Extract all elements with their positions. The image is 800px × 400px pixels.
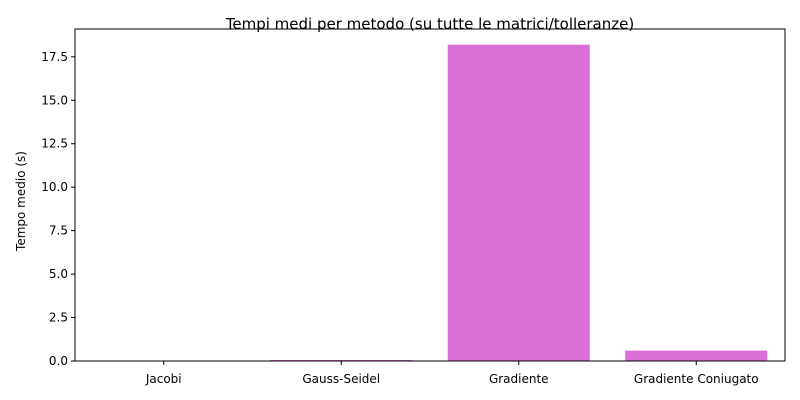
x-tick-label: Gauss-Seidel <box>302 372 380 386</box>
bar-gauss-seidel <box>270 359 413 361</box>
x-tick-label: Gradiente Coniugato <box>634 372 759 386</box>
plot-frame <box>74 28 786 362</box>
bars-group <box>92 44 768 362</box>
y-axis-label: Tempo medio (s) <box>14 151 28 252</box>
y-axis-ticks: 0.0 2.5 5.0 7.5 10.0 12.5 15.0 17.5 <box>41 50 75 368</box>
y-tick-label: 12.5 <box>41 137 68 151</box>
y-tick-label: 15.0 <box>41 93 68 107</box>
y-tick-label: 17.5 <box>41 50 68 64</box>
x-tick-label: Gradiente <box>489 372 549 386</box>
chart-title: Tempi medi per metodo (su tutte le matri… <box>225 15 634 33</box>
bar-gradiente-coniugato <box>625 350 768 361</box>
y-tick-label: 5.0 <box>49 267 68 281</box>
bar-gradiente <box>447 44 590 361</box>
y-tick-label: 2.5 <box>49 311 68 325</box>
y-tick-label: 0.0 <box>49 354 68 368</box>
x-axis-ticks: Jacobi Gauss-Seidel Gradiente Gradiente Con… <box>145 361 759 386</box>
y-tick-label: 7.5 <box>49 224 68 238</box>
y-tick-label: 10.0 <box>41 180 68 194</box>
x-tick-label: Jacobi <box>145 372 182 386</box>
